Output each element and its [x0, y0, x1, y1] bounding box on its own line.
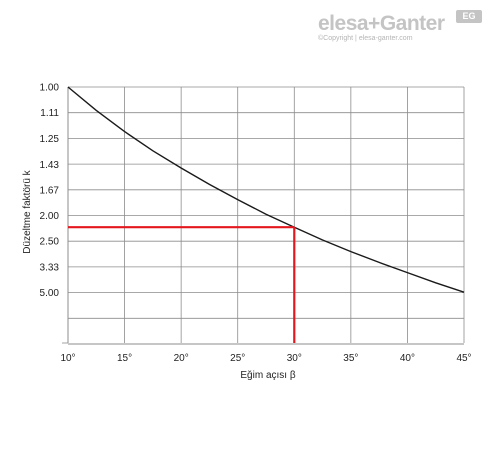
x-tick-label: 40° [400, 353, 415, 364]
chart-grid [62, 86, 465, 345]
x-tick-label: 10° [60, 353, 75, 364]
elesa-ganter-logo: elesa+Ganter EG ©Copyright | elesa-gante… [318, 10, 484, 50]
chart-tick-labels: 10° 15° 20° 25° 30° 35° 40° 45° 1.00 1.11 1.25 1.43… [40, 83, 472, 365]
y-tick-label: 5.00 [40, 288, 60, 299]
y-tick-label: 2.50 [40, 237, 60, 248]
logo-badge: EG [456, 10, 482, 23]
y-tick-label: 1.00 [40, 83, 60, 94]
x-tick-label: 25° [230, 353, 245, 364]
x-axis-label: Eğim açısı β [240, 370, 295, 381]
y-tick-label: 3.33 [40, 262, 60, 273]
x-tick-label: 35° [343, 353, 358, 364]
y-tick-label: 1.67 [40, 186, 60, 197]
x-tick-label: 15° [117, 353, 132, 364]
y-tick-label: 2.00 [40, 211, 60, 222]
logo-wordmark: elesa+Ganter [318, 12, 445, 35]
y-tick-label: 1.25 [40, 134, 60, 145]
x-tick-label: 20° [174, 353, 189, 364]
y-tick-label: 1.11 [40, 108, 59, 119]
correction-factor-curve [67, 86, 465, 293]
chart-marks [67, 86, 465, 343]
logo-copyright: ©Copyright | elesa-ganter.com [318, 35, 413, 42]
x-tick-label: 30° [287, 353, 302, 364]
x-tick-label: 45° [456, 353, 471, 364]
y-axis-label: Düzeltme faktörü k [22, 169, 33, 253]
y-tick-label: 1.43 [40, 160, 60, 171]
